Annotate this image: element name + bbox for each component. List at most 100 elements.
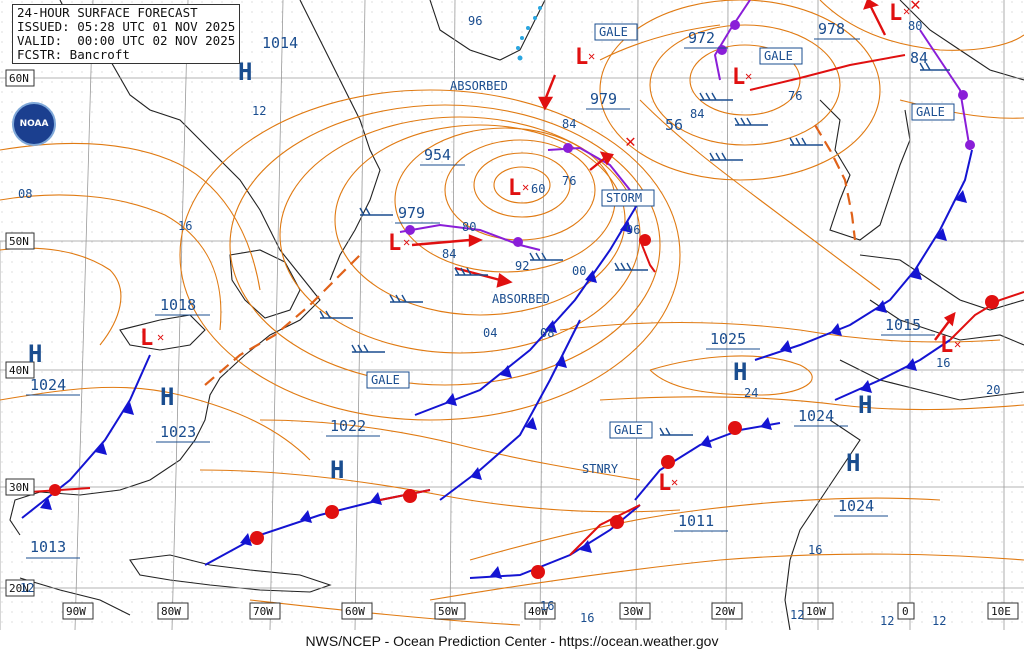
isobar-label: 92 [515,259,529,273]
isobar-label: 76 [788,89,802,103]
low-x-icon: ✕ [403,235,410,249]
low-symbol: L [940,333,953,358]
isobar-label: 12 [790,608,804,622]
lat-label: 50N [9,235,29,248]
lon-label: 90W [66,605,86,618]
lat-label: 60N [9,72,29,85]
stationary-label: STNRY [582,462,619,476]
longitude-labels: 90W 80W 70W 60W 50W 40W 30W 20W 10W 0 10… [62,602,1019,620]
high-symbol: H [858,391,872,419]
low-x-icon: ✕ [903,4,910,18]
low-x-icon: ✕ [745,69,752,83]
low-pressure-values: 1018 979 954 979 972 978 1013 1011 [30,20,845,556]
isobar-label: 04 [483,326,497,340]
low-symbol: L [388,231,401,256]
high-pressure: 1024 [30,376,66,394]
low-pressure: 1013 [30,538,66,556]
map-canvas: 60N 50N 40N 30N 20N 90W 80W 70W 60W 50W … [0,0,1024,631]
low-symbol: L [575,45,588,70]
lon-label: 0 [902,605,909,618]
high-pressure: 1022 [330,417,366,435]
low-pressure: 1011 [678,512,714,530]
isobar-label: 12 [252,104,266,118]
isobar-label: 20 [986,383,1000,397]
wind-barbs [319,62,950,436]
low-symbol: L [508,176,521,201]
high-symbol: H [160,383,174,411]
lat-lon-grid [0,0,1024,631]
low-x-icon: ✕ [588,49,595,63]
isobar-label: 96 [626,223,640,237]
forecast-position-icon: ✕ [625,131,636,152]
high-pressure: 1025 [710,330,746,348]
low-pressure: 979 [398,204,425,222]
gale-label: GALE [916,105,945,119]
isobar-label: 84 [562,117,576,131]
isobar-label: 12 [20,581,34,595]
isobar-label: 16 [936,356,950,370]
gale-label: GALE [614,423,643,437]
isobar-label: 12 [932,614,946,628]
footer-credit: NWS/NCEP - Ocean Prediction Center - htt… [305,633,719,649]
lon-label: 10W [806,605,826,618]
lon-label: 70W [253,605,273,618]
low-pressure: 979 [590,90,617,108]
low-symbol: L [889,1,902,26]
high-symbol: H [238,58,252,86]
lat-label: 40N [9,364,29,377]
lon-label: 60W [345,605,365,618]
isobar-label: 12 [880,614,894,628]
isobar-label: 24 [744,386,758,400]
lat-label: 30N [9,481,29,494]
low-pressure: 1018 [160,296,196,314]
low-track-arrows [411,0,956,341]
gale-label: GALE [599,25,628,39]
high-symbol: H [28,340,42,368]
forecast-title: 24-HOUR SURFACE FORECAST [17,5,198,20]
high-centers: H 1014 H 1024 H 1023 H 1022 H 1025 H 102… [28,34,921,515]
low-symbol: L [658,471,671,496]
low-pressure: 978 [818,20,845,38]
high-symbol: H [733,358,747,386]
warning-labels: GALE GALE GALE GALE STORM GALE [366,23,955,439]
absorbed-label: ABSORBED [492,292,550,306]
cold-front-pips [40,190,967,579]
isobar-label: 16 [580,611,594,625]
isobar-label: 60 [531,182,545,196]
isobar-label: 16 [808,543,822,557]
lon-label: 40W [528,605,548,618]
high-symbol: H [330,456,344,484]
isobar-label: 80 [462,220,476,234]
isobar-label: 76 [562,174,576,188]
lon-label: 10E [991,605,1011,618]
high-pressure: 1015 [885,316,921,334]
annotations: ABSORBED ABSORBED STNRY [450,79,619,476]
low-x-icon: ✕ [954,337,961,351]
isobar-labels: 96 12 08 16 84 60 76 56 84 76 80 84 92 0… [18,14,1000,628]
low-pressure: 954 [424,146,451,164]
low-symbol: L [732,65,745,90]
low-pressure: 972 [688,29,715,47]
lon-label: 20W [715,605,735,618]
low-x-icon: ✕ [671,475,678,489]
low-x-icon: ✕ [522,180,529,194]
low-x-icon: ✕ [157,330,164,344]
high-pressure: 1024 [798,407,834,425]
storm-label: STORM [606,191,642,205]
valid-time: VALID: 00:00 UTC 02 NOV 2025 [17,33,236,48]
isobar-label: 96 [468,14,482,28]
latitude-labels: 60N 50N 40N 30N 20N [5,69,35,597]
forecast-header: 24-HOUR SURFACE FORECAST ISSUED: 05:28 UT… [12,4,241,64]
forecaster: FCSTR: Bancroft [17,47,130,62]
isobar-label: 16 [178,219,192,233]
trough-lines [204,124,857,386]
absorbed-label: ABSORBED [450,79,508,93]
isobars [0,0,1024,626]
lon-label: 50W [438,605,458,618]
lon-label: 30W [623,605,643,618]
forecast-position-icon: ✕ [910,0,921,15]
label-underlines [26,38,935,559]
isobar-label: 08 [540,326,554,340]
isobar-label: 08 [18,187,32,201]
isobar-label: 84 [442,247,456,261]
